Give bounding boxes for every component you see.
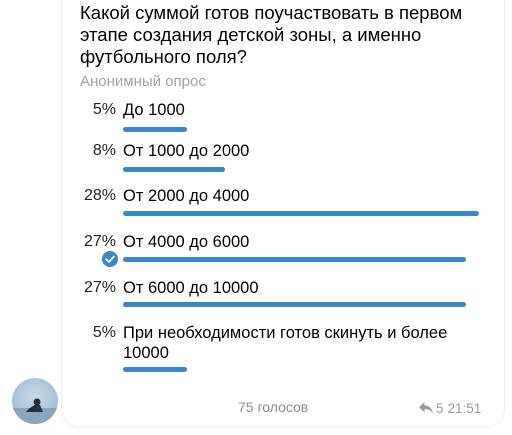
poll-question: Какой суммой готов поучаствовать в перво…: [80, 2, 463, 67]
option-result-bar: [123, 211, 480, 216]
option-label: При необходимости готов скинуть и более …: [123, 324, 448, 362]
option-percent: 5%: [92, 324, 116, 341]
option-label: От 1000 до 2000: [123, 142, 250, 160]
option-percent: 27%: [83, 233, 116, 250]
check-icon: [102, 251, 118, 267]
option-result-bar: [123, 367, 187, 372]
option-percent: 27%: [83, 279, 116, 296]
avatar[interactable]: [12, 378, 58, 424]
option-result-bar: [123, 302, 467, 307]
option-result-bar: [123, 167, 225, 172]
option-label: От 2000 до 4000: [123, 187, 250, 205]
option-percent: 28%: [83, 187, 116, 204]
option-percent: 5%: [92, 101, 116, 118]
message-meta: 5 21:51: [418, 400, 481, 416]
votes-count[interactable]: 75 голосов: [238, 399, 309, 415]
message-time: 21:51: [447, 400, 482, 416]
option-label: От 6000 до 10000: [123, 279, 259, 297]
option-result-bar: [123, 257, 467, 262]
option-label: От 4000 до 6000: [123, 233, 250, 251]
replies-count: 5: [436, 400, 444, 416]
option-percent: 8%: [92, 142, 116, 159]
poll-type-label: Анонимный опрос: [80, 73, 206, 90]
option-label: До 1000: [123, 101, 185, 119]
reply-arrow-icon: [419, 402, 433, 414]
option-result-bar: [123, 127, 187, 132]
